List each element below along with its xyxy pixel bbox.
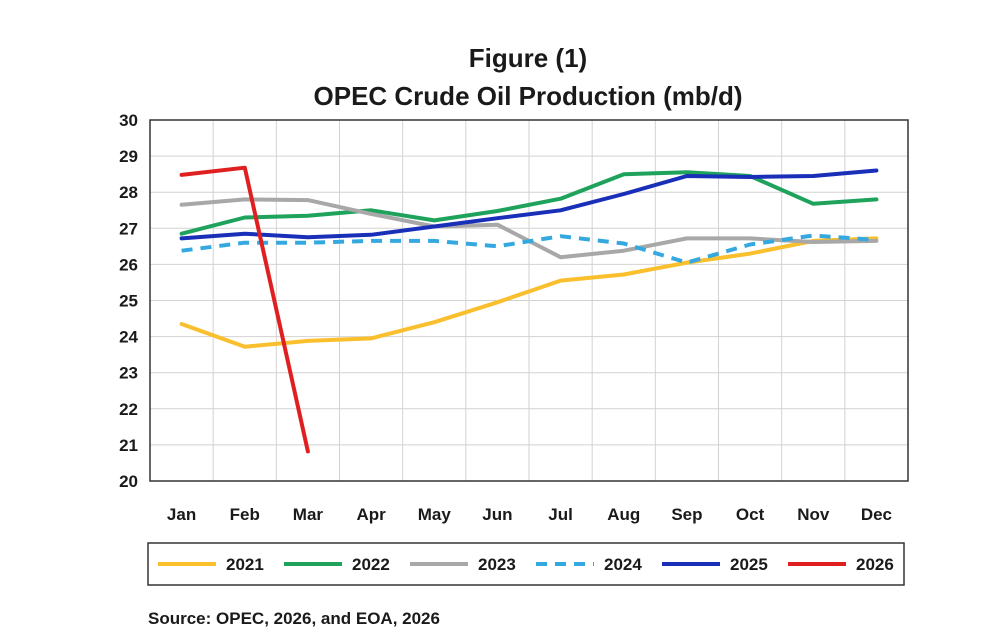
x-tick-label: Feb <box>230 505 260 524</box>
y-tick-label: 23 <box>119 364 138 383</box>
legend: 2021 2022 2023 2024 2025 2026 <box>147 542 905 586</box>
y-tick-label: 24 <box>119 328 138 347</box>
x-tick-label: Sep <box>671 505 702 524</box>
legend-label-2025: 2025 <box>730 555 768 574</box>
series-line-2022 <box>179 170 879 236</box>
source-note: Source: OPEC, 2026, and EOA, 2026 <box>148 609 440 628</box>
y-tick-label: 25 <box>119 292 138 311</box>
x-tick-label: Dec <box>861 505 892 524</box>
x-tick-label: Apr <box>356 505 386 524</box>
y-tick-label: 26 <box>119 255 138 274</box>
series-line-2024 <box>181 233 877 265</box>
legend-label-2022: 2022 <box>352 555 390 574</box>
x-tick-label: Jul <box>548 505 573 524</box>
figure-label: Figure (1) <box>469 43 587 73</box>
x-tick-label: Jun <box>482 505 512 524</box>
y-tick-label: 28 <box>119 183 138 202</box>
y-tick-label: 21 <box>119 436 138 455</box>
x-tick-label: Aug <box>607 505 640 524</box>
plot-area: 20 21 22 23 24 25 26 27 28 29 30 Jan Feb Mar Apr May Jun… <box>119 111 909 524</box>
legend-label-2026: 2026 <box>856 555 894 574</box>
x-tick-label: Oct <box>736 505 765 524</box>
series-line-2025 <box>179 168 879 241</box>
y-tick-label: 27 <box>119 219 138 238</box>
legend-frame <box>147 542 905 586</box>
x-tick-label: May <box>418 505 452 524</box>
y-tick-label: 22 <box>119 400 138 419</box>
x-tick-label: Nov <box>797 505 830 524</box>
series-line-2026 <box>179 165 310 454</box>
plot-frame <box>149 119 909 482</box>
y-tick-label: 29 <box>119 147 138 166</box>
y-tick-label: 30 <box>119 111 138 130</box>
y-tick-label: 20 <box>119 472 138 491</box>
series-line-2021 <box>179 236 879 349</box>
x-tick-label: Jan <box>167 505 196 524</box>
legend-label-2021: 2021 <box>226 555 264 574</box>
chart-title: OPEC Crude Oil Production (mb/d) <box>314 81 743 111</box>
legend-label-2024: 2024 <box>604 555 642 574</box>
x-tick-label: Mar <box>293 505 324 524</box>
legend-label-2023: 2023 <box>478 555 516 574</box>
